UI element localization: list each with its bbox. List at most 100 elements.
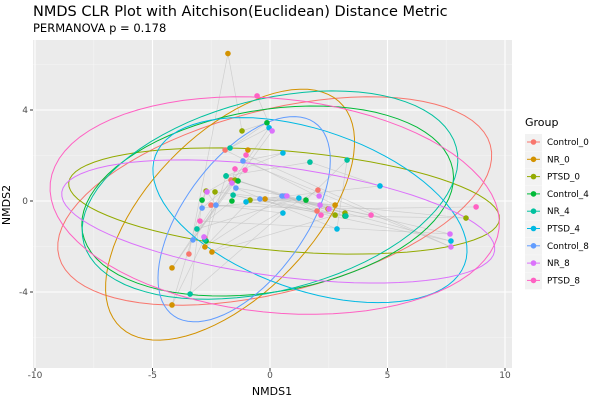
legend-label: NR_4 xyxy=(547,207,570,217)
point-NR_0 xyxy=(209,249,215,255)
trajectory-line xyxy=(309,161,381,187)
x-tick-label: 0 xyxy=(267,371,273,381)
trajectory-line xyxy=(171,179,232,269)
point-NR_4 xyxy=(223,173,229,179)
x-tick-label: -10 xyxy=(28,371,43,381)
trajectory-line xyxy=(233,194,452,242)
legend-label: NR_0 xyxy=(547,155,570,165)
point-NR_8 xyxy=(316,193,322,199)
ellipse-NR_8 xyxy=(61,159,496,284)
legend-dot xyxy=(530,156,537,163)
chart-title: NMDS CLR Plot with Aitchison(Euclidean) … xyxy=(33,4,448,20)
trajectory-line xyxy=(189,212,284,295)
point-NR_0 xyxy=(225,50,231,57)
legend-dot xyxy=(530,139,537,145)
point-NR_4 xyxy=(187,291,193,297)
trajectory-line xyxy=(205,191,216,242)
trajectory-line xyxy=(235,187,287,197)
point-PTSD_4 xyxy=(296,195,302,201)
trajectory-line xyxy=(328,206,477,210)
point-PTSD_8 xyxy=(318,212,324,218)
point-PTSD_4 xyxy=(334,226,340,232)
x-axis-label: NMDS1 xyxy=(252,385,292,398)
point-NR_8 xyxy=(447,231,453,237)
point-NR_8 xyxy=(229,180,235,186)
point-Control_4 xyxy=(235,178,241,184)
point-NR_4 xyxy=(344,157,350,163)
y-tick-label: 0 xyxy=(22,197,28,207)
legend-label: Control_4 xyxy=(547,190,589,200)
trajectory-line xyxy=(225,152,284,177)
point-NR_8 xyxy=(326,206,332,212)
point-Control_4 xyxy=(264,119,270,126)
point-NR_0 xyxy=(262,196,268,202)
point-Control_0 xyxy=(208,202,214,208)
trajectory-line xyxy=(199,220,451,235)
point-PTSD_8 xyxy=(232,166,238,172)
legend: Control_0 NR_0 PTSD_0 Control_4 NR_4 PTSD_4 Co… xyxy=(525,134,589,290)
trajectory-line xyxy=(229,127,270,149)
point-Control_8 xyxy=(199,205,205,211)
ellipses xyxy=(49,88,501,341)
point-PTSD_8 xyxy=(368,212,374,218)
point-NR_8 xyxy=(204,189,210,195)
trajectory-line xyxy=(229,122,268,149)
legend-dot xyxy=(530,243,537,249)
point-NR_4 xyxy=(230,192,236,198)
trajectory-line xyxy=(235,187,338,230)
point-Control_4 xyxy=(303,197,309,203)
point-Control_8 xyxy=(190,237,196,243)
trajectory-line xyxy=(204,195,284,248)
trajectory-line xyxy=(215,204,283,214)
point-Control_8 xyxy=(257,196,263,202)
trajectory-line xyxy=(196,197,300,230)
ellipse-PTSD_0 xyxy=(68,147,501,255)
y-tick-label: -4 xyxy=(19,288,28,298)
legend-label: NR_8 xyxy=(547,259,570,269)
legend-label: Control_0 xyxy=(547,138,589,148)
point-NR_0 xyxy=(169,302,175,308)
legend-label: PTSD_4 xyxy=(547,225,580,235)
point-PTSD_0 xyxy=(239,128,245,134)
point-Control_0 xyxy=(186,251,192,257)
legend-dot xyxy=(530,208,537,214)
trajectory-line xyxy=(344,215,466,219)
point-PTSD_8 xyxy=(254,93,260,99)
legend-dot xyxy=(530,173,537,180)
point-NR_8 xyxy=(284,193,290,199)
point-Control_8 xyxy=(233,185,239,191)
trajectory-line xyxy=(189,200,203,295)
trajectory-line xyxy=(242,160,452,248)
point-PTSD_4 xyxy=(448,238,454,244)
x-tick-label: -5 xyxy=(148,371,157,381)
trajectory-line xyxy=(245,201,346,217)
point-NR_8 xyxy=(317,202,323,208)
legend-dot xyxy=(530,225,537,232)
point-Control_4 xyxy=(199,197,205,203)
point-NR_0 xyxy=(245,147,251,153)
trajectory-line xyxy=(242,152,283,162)
trajectory-line xyxy=(188,53,229,255)
trajectory-line xyxy=(206,169,246,193)
legend-label: Control_8 xyxy=(547,242,589,252)
point-Control_8 xyxy=(240,158,246,164)
legend-label: PTSD_0 xyxy=(547,173,580,183)
point-Control_0 xyxy=(222,147,228,153)
chart-subtitle: PERMANOVA p = 0.178 xyxy=(33,21,166,35)
point-Control_4 xyxy=(229,198,235,204)
ellipse-Control_8 xyxy=(157,116,331,323)
legend-dot xyxy=(530,260,537,266)
trajectory-line xyxy=(245,154,452,248)
trajectory-line xyxy=(284,195,451,235)
point-PTSD_4 xyxy=(280,210,286,216)
legend-title: Group xyxy=(525,116,559,129)
trajectory-line xyxy=(225,161,311,177)
point-PTSD_4 xyxy=(377,183,383,189)
ellipse-Control_0 xyxy=(57,96,493,306)
point-NR_4 xyxy=(227,145,233,151)
point-PTSD_0 xyxy=(332,212,338,218)
point-NR_4 xyxy=(194,226,200,232)
x-tick-label: 5 xyxy=(385,371,391,381)
legend-dot xyxy=(530,191,537,197)
